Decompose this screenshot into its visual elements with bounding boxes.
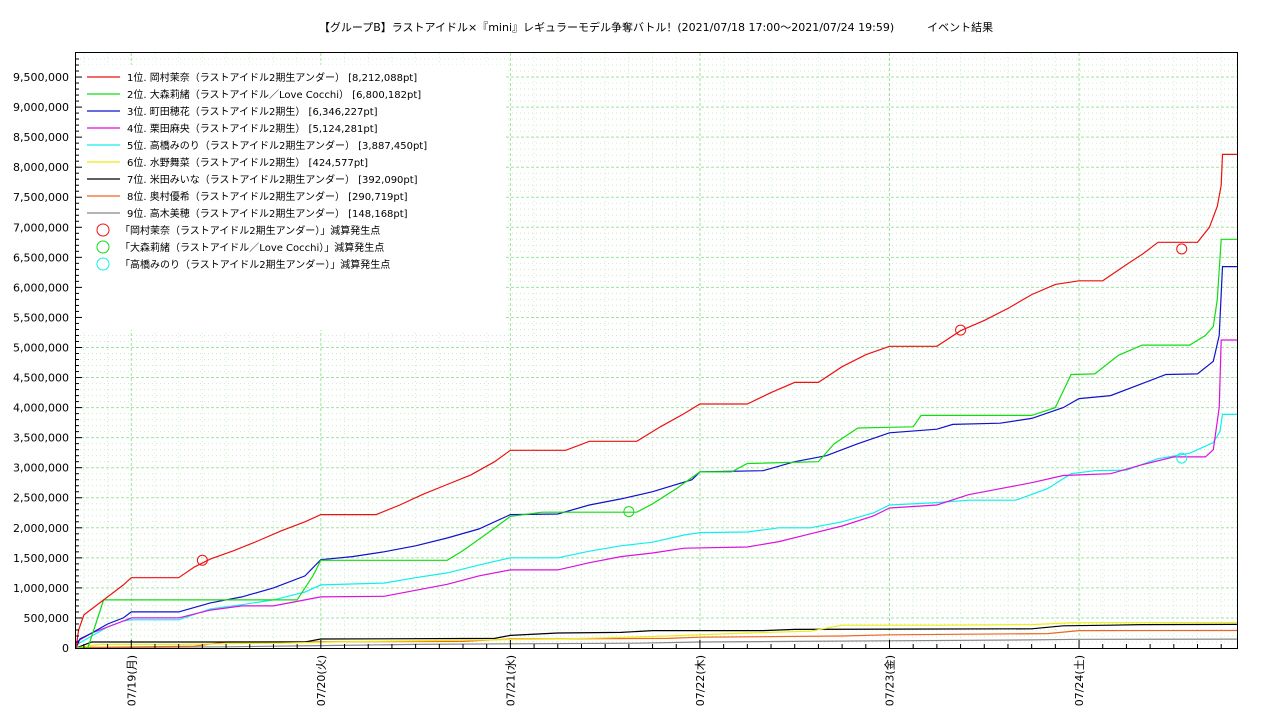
legend-label: 4位. 栗田麻央（ラストアイドル2期生） [5,124,281pt] (127, 122, 378, 135)
y-tick-label: 8,000,000 (13, 161, 69, 174)
legend-label: 9位. 高木美穂（ラストアイドル2期生アンダー） [148,168pt] (127, 207, 408, 220)
y-tick-label: 6,500,000 (13, 251, 69, 264)
penalty-marker (196, 554, 208, 566)
y-tick-label: 4,000,000 (13, 402, 69, 415)
x-tick-label: 07/21(水) (504, 655, 517, 706)
legend-label: 6位. 水野舞菜（ラストアイドル2期生） [424,577pt] (127, 156, 368, 169)
legend-marker-swatch (96, 223, 110, 237)
y-tick-label: 9,500,000 (13, 71, 69, 84)
series-line (76, 238, 1237, 649)
y-tick-label: 8,500,000 (13, 131, 69, 144)
penalty-marker (623, 506, 635, 518)
legend-label: 「岡村茉奈（ラストアイドル2期生アンダー）」減算発生点 (120, 224, 380, 237)
y-tick-label: 1,000,000 (13, 582, 69, 595)
y-tick-label: 5,500,000 (13, 311, 69, 324)
y-tick-label: 4,500,000 (13, 372, 69, 385)
chart-title: 【グループB】ラストアイドル×『mini』レギュラーモデル争奪バトル！(2021… (319, 20, 993, 34)
legend-label: 7位. 米田みいな（ラストアイドル2期生アンダー） [392,090pt] (127, 173, 418, 186)
x-tick-label: 07/19(月) (125, 655, 138, 706)
plot-frame (75, 52, 1238, 649)
series-line (75, 629, 1237, 649)
y-tick-label: 3,000,000 (13, 462, 69, 475)
series-lines (75, 153, 1237, 649)
y-tick-label: 500,000 (24, 612, 70, 625)
y-tick-label: 0 (62, 642, 69, 655)
y-tick-label: 2,000,000 (13, 522, 69, 535)
legend-marker-swatch (96, 257, 110, 271)
series-line (75, 621, 1237, 649)
x-tick-label: 07/20(火) (315, 655, 328, 706)
penalty-markers (196, 243, 1188, 566)
legend-marker-swatch (96, 240, 110, 254)
y-tick-label: 9,000,000 (13, 101, 69, 114)
y-tick-label: 7,000,000 (13, 221, 69, 234)
legend-label: 「大森莉緒（ラストアイドル／Love Cocchi）」減算発生点 (120, 241, 384, 254)
axes: 0 500,000 1,000,000 1,500,000 2,000,000 2,500… (13, 58, 1222, 706)
legend-box (78, 65, 506, 330)
legend-label: 3位. 町田穂花（ラストアイドル2期生） [6,346,227pt] (127, 105, 378, 118)
series-line (75, 623, 1237, 649)
series-line (75, 413, 1237, 646)
legend-label: 2位. 大森莉緒（ラストアイドル／Love Cocchi） [6,800,182… (127, 88, 421, 101)
penalty-marker (1176, 452, 1188, 464)
y-tick-label: 6,000,000 (13, 281, 69, 294)
x-tick-label: 07/22(木) (694, 655, 707, 706)
legend-label: 「高橋みのり（ラストアイドル2期生アンダー）」減算発生点 (120, 258, 390, 271)
penalty-marker (1176, 243, 1188, 255)
x-tick-label: 07/24(土) (1073, 655, 1086, 706)
legend: 1位. 岡村茉奈（ラストアイドル2期生アンダー） [8,212,088pt] 2位… (87, 71, 427, 271)
series-line (75, 339, 1237, 643)
y-tick-label: 2,500,000 (13, 492, 69, 505)
grid (76, 53, 1237, 648)
legend-label: 5位. 高橋みのり（ラストアイドル2期生アンダー） [3,887,450pt] (127, 139, 427, 152)
series-line (75, 153, 1237, 649)
y-tick-label: 3,500,000 (13, 432, 69, 445)
legend-label: 1位. 岡村茉奈（ラストアイドル2期生アンダー） [8,212,088pt] (127, 71, 417, 84)
y-tick-label: 7,500,000 (13, 191, 69, 204)
series-line (75, 266, 1237, 649)
y-tick-label: 1,500,000 (13, 552, 69, 565)
y-tick-label: 5,000,000 (13, 341, 69, 354)
x-tick-label: 07/23(金) (882, 655, 896, 706)
legend-label: 8位. 奥村優希（ラストアイドル2期生アンダー） [290,719pt] (127, 190, 408, 203)
penalty-marker (955, 324, 967, 336)
